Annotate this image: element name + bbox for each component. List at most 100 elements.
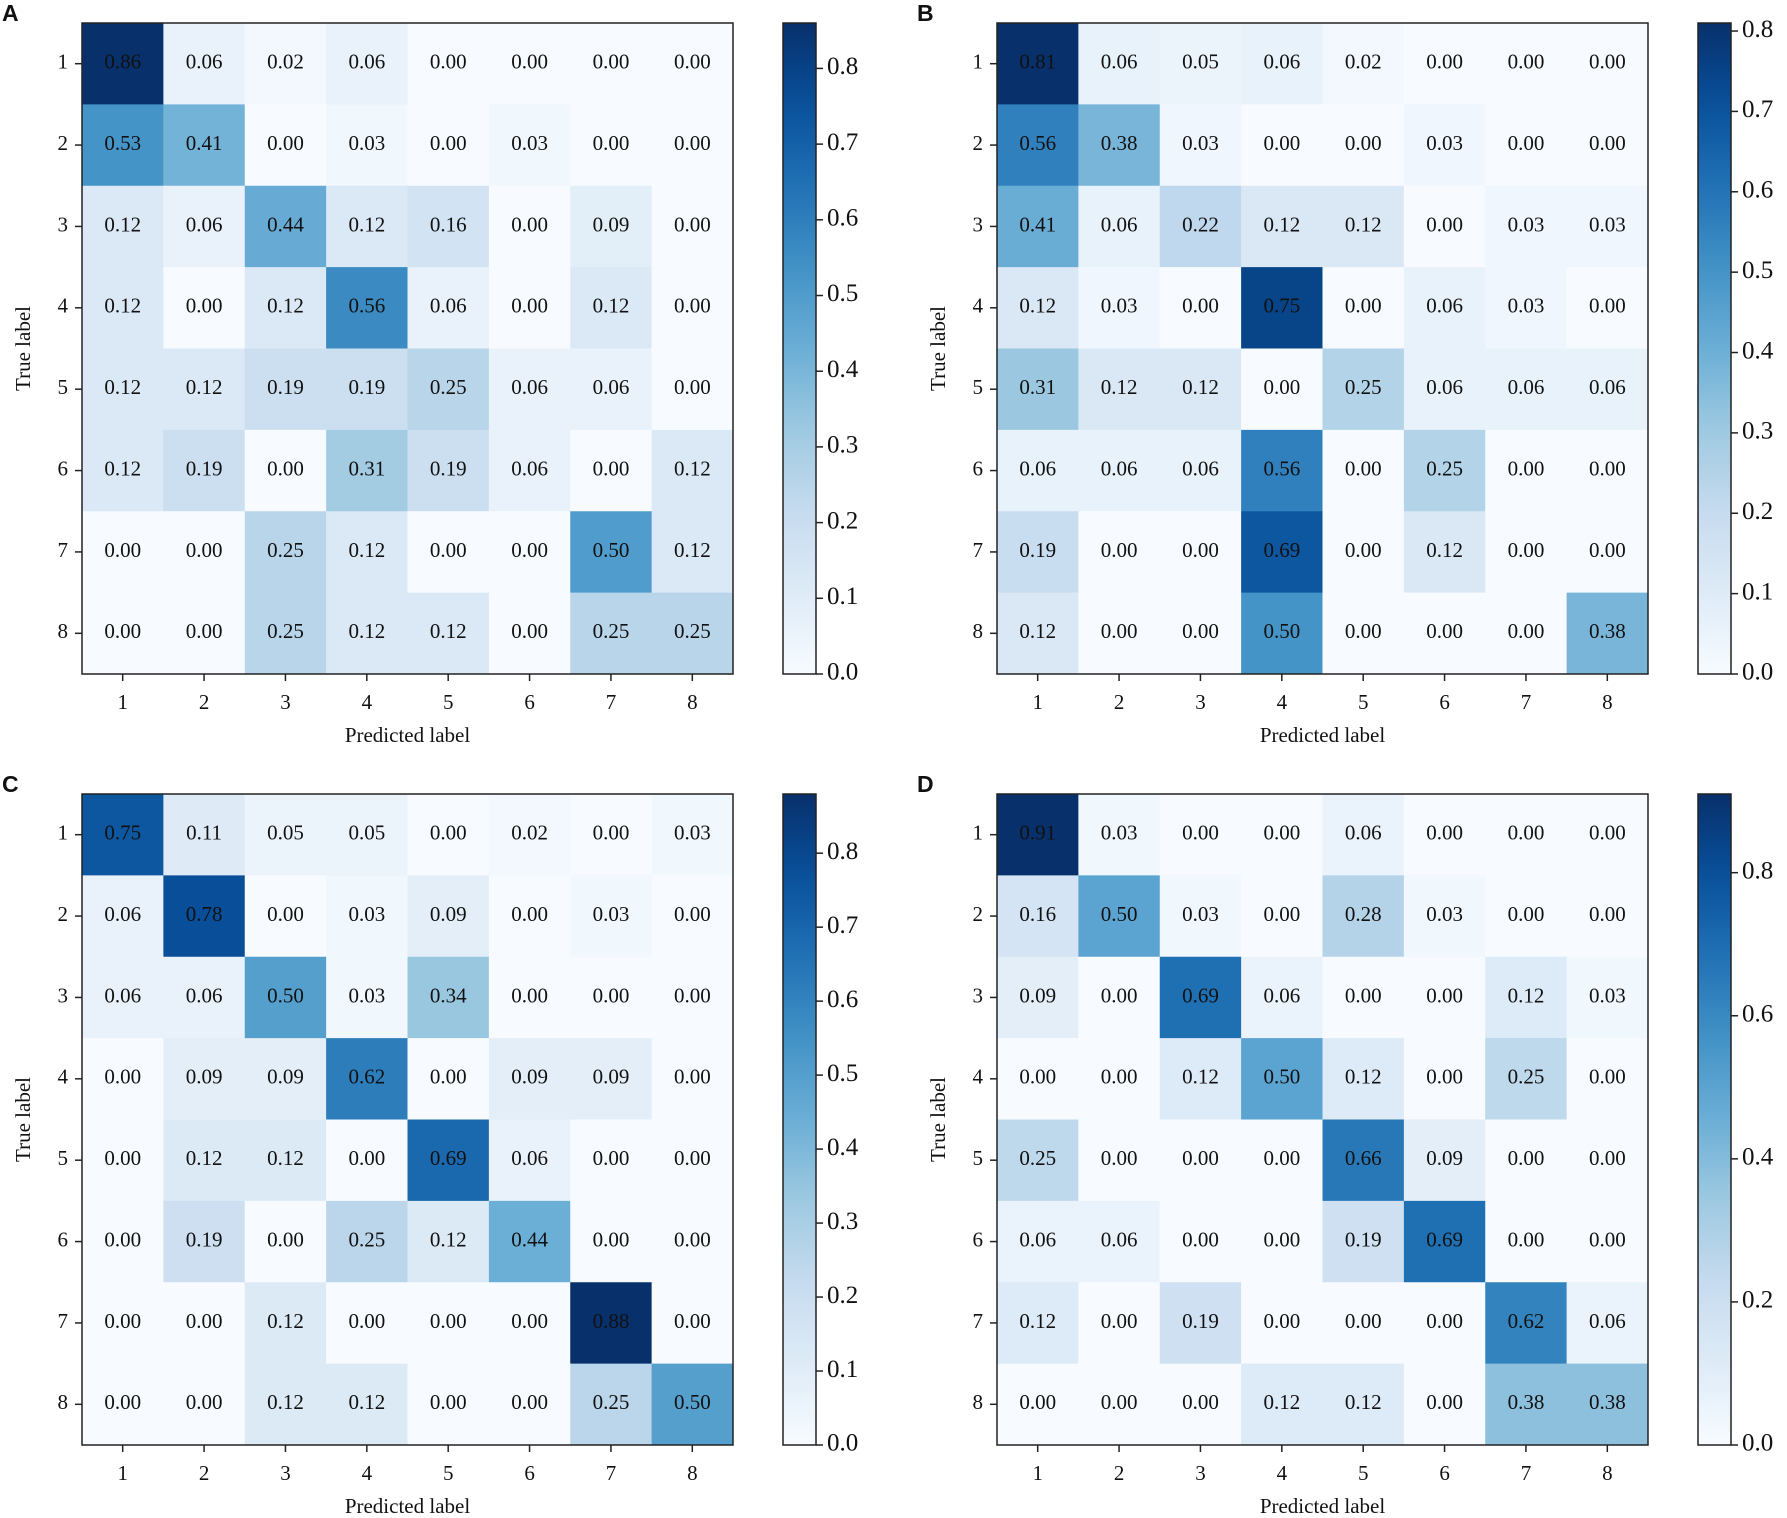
cell-label: 0.03 [1589, 212, 1626, 236]
y-tick-label: 4 [973, 294, 984, 318]
cell-label: 0.00 [593, 456, 630, 480]
heatmap-cell [1078, 348, 1161, 431]
colorbar-tick-label: 0.3 [827, 432, 858, 459]
heatmap-cell [1403, 429, 1486, 512]
cell-label: 0.00 [1101, 538, 1138, 562]
cell-label: 0.00 [1426, 1065, 1463, 1089]
cell-label: 0.00 [1182, 1227, 1219, 1251]
heatmap-cell [1159, 875, 1242, 958]
x-tick-label: 5 [443, 1461, 454, 1485]
panel-label: A [2, 0, 19, 26]
heatmap-cell [1485, 429, 1568, 512]
cell-label: 0.38 [1508, 1390, 1545, 1414]
cell-label: 0.00 [104, 1309, 141, 1333]
heatmap-cell [1322, 1363, 1405, 1446]
cell-label: 0.25 [348, 1227, 385, 1251]
heatmap-cell [163, 511, 246, 594]
heatmap-cell [1403, 1282, 1486, 1365]
heatmap-cell [570, 267, 653, 349]
heatmap-cell [1078, 511, 1161, 594]
heatmap-cell [570, 1363, 653, 1446]
heatmap-cell [1078, 875, 1161, 958]
heatmap-cell [1403, 1119, 1486, 1202]
heatmap-cell [488, 1282, 571, 1365]
y-tick-label: 7 [973, 538, 984, 562]
colorbar-tick-label: 0.8 [1742, 16, 1773, 43]
cell-label: 0.00 [267, 902, 304, 926]
cell-label: 0.03 [1589, 983, 1626, 1007]
heatmap-cell [1403, 592, 1486, 675]
heatmap-cell [163, 794, 246, 876]
cell-label: 0.00 [593, 50, 630, 74]
heatmap-cell [651, 1200, 734, 1283]
heatmap-cell [326, 23, 408, 105]
cell-label: 0.00 [186, 294, 223, 318]
y-tick-label: 3 [973, 212, 984, 236]
cell-label: 0.16 [1019, 902, 1056, 926]
heatmap-cell [407, 185, 490, 268]
heatmap-cell [997, 267, 1079, 349]
cell-label: 0.00 [1589, 1065, 1626, 1089]
y-tick-label: 7 [58, 1309, 69, 1333]
y-tick-label: 3 [58, 983, 69, 1007]
cell-label: 0.06 [511, 456, 548, 480]
heatmap-cell [244, 1363, 327, 1446]
heatmap-cell [244, 592, 327, 675]
y-tick-label: 6 [58, 456, 69, 480]
cell-label: 0.03 [1182, 131, 1219, 155]
y-tick-label: 8 [973, 1390, 984, 1414]
heatmap-cell [407, 267, 490, 349]
cell-label: 0.06 [1019, 1227, 1056, 1251]
colorbar-tick-label: 0.4 [827, 1134, 859, 1161]
cell-label: 0.00 [674, 1309, 711, 1333]
cell-label: 0.12 [1019, 1309, 1056, 1333]
cell-label: 0.00 [1589, 294, 1626, 318]
cell-label: 0.06 [511, 1146, 548, 1170]
y-tick-label: 5 [58, 375, 69, 399]
x-tick-label: 6 [1439, 690, 1450, 714]
heatmap-cell [1078, 956, 1161, 1039]
heatmap-cell [82, 104, 164, 187]
heatmap-cell [997, 956, 1079, 1039]
heatmap-cell [1241, 23, 1323, 105]
heatmap-cell [651, 794, 734, 876]
cell-label: 0.50 [267, 983, 304, 1007]
cell-label: 0.12 [1345, 1065, 1382, 1089]
cell-label: 0.00 [1182, 1146, 1219, 1170]
colorbar-tick-label: 0.2 [827, 1282, 858, 1309]
cell-label: 0.00 [1345, 1309, 1382, 1333]
cell-label: 0.12 [430, 1227, 467, 1251]
heatmap-cell [1159, 1200, 1242, 1283]
cell-label: 0.09 [593, 1065, 630, 1089]
heatmap-cell [82, 875, 164, 958]
cell-label: 0.00 [1508, 1146, 1545, 1170]
cell-label: 0.00 [1508, 131, 1545, 155]
heatmap-cell [1403, 267, 1486, 349]
heatmap-cell [244, 104, 327, 187]
heatmap-cell [997, 429, 1079, 512]
y-tick-label: 8 [58, 619, 69, 643]
heatmap-cell [1566, 267, 1649, 349]
cell-label: 0.75 [104, 821, 141, 845]
heatmap-cell [1322, 23, 1405, 105]
heatmap-cell [1485, 23, 1568, 105]
cell-label: 0.12 [186, 1146, 223, 1170]
heatmap-cell [1322, 794, 1405, 876]
heatmap-cell [488, 794, 571, 876]
cell-label: 0.25 [1345, 375, 1382, 399]
heatmap-cell [163, 875, 246, 958]
heatmap-cell [82, 348, 164, 431]
cell-label: 0.05 [348, 821, 385, 845]
x-tick-label: 2 [1114, 690, 1125, 714]
cell-label: 0.03 [511, 131, 548, 155]
heatmap-cell [1078, 185, 1161, 268]
heatmap-cell [407, 1038, 490, 1120]
cell-label: 0.03 [348, 902, 385, 926]
heatmap-cell [1566, 1363, 1649, 1446]
heatmap-cell [1241, 1200, 1323, 1283]
heatmap-cell [488, 1119, 571, 1202]
heatmap-cell [1241, 348, 1323, 431]
x-axis-label: Predicted label [1260, 723, 1386, 747]
cell-label: 0.03 [1101, 821, 1138, 845]
cell-label: 0.00 [593, 821, 630, 845]
